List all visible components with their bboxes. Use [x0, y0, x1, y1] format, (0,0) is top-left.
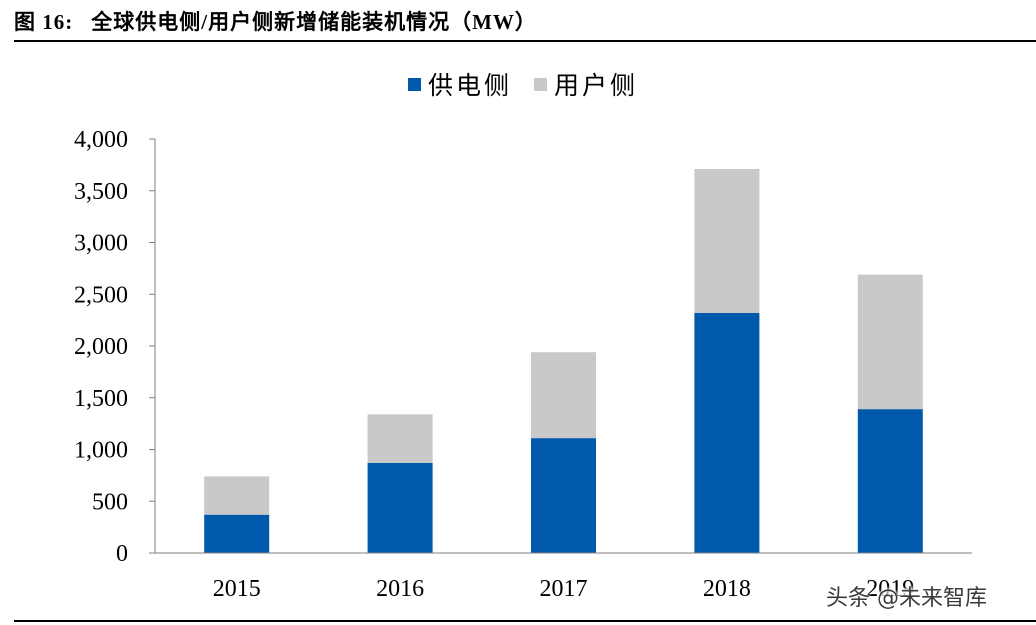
bottom-rule	[14, 620, 1036, 622]
bar-user-side-2017	[531, 352, 596, 439]
bar-user-side-2015	[204, 476, 270, 515]
legend-item-user-side: 用户侧	[534, 66, 638, 102]
bar-user-side-2016	[367, 414, 433, 463]
x-tick-label: 2015	[213, 576, 261, 602]
x-tick-label: 2017	[540, 576, 588, 602]
legend-swatch-supply-side	[408, 77, 421, 91]
figure-number: 图 16:	[14, 10, 74, 34]
y-tick-label: 4,000	[74, 127, 128, 153]
watermark: 头条 @未来智库	[826, 586, 987, 611]
bar-supply-side-2017	[531, 438, 596, 553]
y-tick-label: 2,000	[74, 334, 128, 360]
title-rule	[14, 40, 1036, 42]
chart-legend: 供电侧 用户侧	[408, 68, 660, 100]
bar-user-side-2018	[694, 169, 760, 313]
x-tick-label: 2016	[376, 576, 424, 602]
y-tick-label: 500	[92, 489, 128, 515]
figure-title: 图 16: 全球供电侧/用户侧新增储能装机情况（MW）	[14, 6, 537, 36]
bar-supply-side-2015	[204, 514, 270, 553]
y-tick-label: 3,000	[74, 231, 128, 257]
y-tick-label: 2,500	[74, 282, 128, 308]
legend-swatch-user-side	[534, 77, 548, 91]
x-tick-label: 2019	[866, 576, 914, 602]
bar-user-side-2019	[857, 274, 923, 410]
bar-supply-side-2018	[694, 312, 760, 553]
x-tick-label: 2018	[703, 576, 751, 602]
figure-title-text: 全球供电侧/用户侧新增储能装机情况（MW）	[91, 10, 537, 34]
legend-item-supply-side: 供电侧	[408, 66, 512, 102]
y-tick-label: 1,500	[74, 386, 128, 412]
bar-supply-side-2016	[367, 462, 433, 553]
y-tick-label: 1,000	[74, 438, 128, 464]
y-tick-label: 0	[116, 541, 128, 567]
legend-label-user-side: 用户侧	[554, 73, 639, 100]
legend-label-supply-side: 供电侧	[428, 73, 513, 100]
y-tick-label: 3,500	[74, 179, 128, 205]
bar-supply-side-2019	[857, 409, 923, 553]
